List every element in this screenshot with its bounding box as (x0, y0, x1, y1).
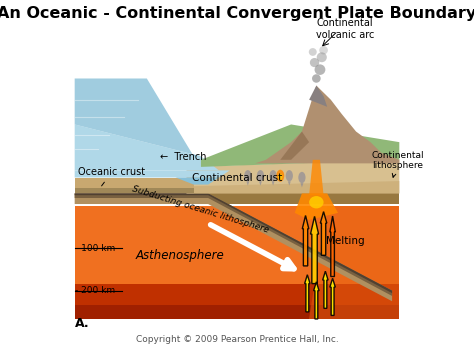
Ellipse shape (257, 170, 264, 181)
Ellipse shape (278, 174, 283, 180)
Polygon shape (288, 181, 291, 186)
Text: ←  Trench: ← Trench (160, 152, 206, 162)
Polygon shape (75, 193, 392, 296)
FancyArrow shape (302, 215, 309, 266)
Text: Copyright © 2009 Pearson Prentice Hall, Inc.: Copyright © 2009 Pearson Prentice Hall, … (136, 335, 338, 344)
Polygon shape (272, 181, 274, 186)
Polygon shape (309, 160, 324, 195)
Polygon shape (75, 284, 399, 319)
Polygon shape (75, 178, 194, 193)
Text: - 200 km: - 200 km (75, 286, 116, 295)
Polygon shape (255, 86, 399, 163)
Text: Oceanic crust: Oceanic crust (78, 167, 146, 186)
Ellipse shape (276, 170, 284, 182)
Circle shape (310, 58, 319, 67)
Circle shape (309, 48, 317, 56)
Circle shape (317, 52, 327, 62)
FancyArrow shape (320, 212, 327, 255)
Polygon shape (194, 193, 399, 204)
Polygon shape (186, 160, 399, 193)
Text: Subducting oceanic lithosphere: Subducting oceanic lithosphere (131, 184, 270, 234)
FancyArrow shape (323, 271, 328, 308)
Polygon shape (75, 78, 201, 156)
Polygon shape (309, 206, 399, 319)
Polygon shape (176, 170, 230, 185)
Polygon shape (259, 181, 262, 186)
Polygon shape (280, 132, 309, 160)
Polygon shape (75, 125, 219, 170)
Circle shape (312, 74, 321, 83)
Text: Continental crust: Continental crust (192, 173, 282, 182)
Polygon shape (301, 183, 303, 187)
Text: Asthenosphere: Asthenosphere (136, 249, 225, 262)
Text: Continental
volcanic arc: Continental volcanic arc (316, 18, 374, 40)
Polygon shape (186, 181, 399, 193)
Ellipse shape (298, 172, 306, 183)
Polygon shape (75, 193, 392, 301)
FancyArrow shape (310, 217, 319, 284)
Circle shape (319, 46, 328, 54)
Text: - 100 km: - 100 km (75, 244, 116, 253)
Text: A.: A. (75, 317, 89, 329)
Polygon shape (201, 125, 399, 167)
Polygon shape (295, 193, 338, 220)
Polygon shape (75, 170, 230, 178)
Ellipse shape (309, 196, 324, 208)
FancyArrow shape (330, 278, 335, 315)
Polygon shape (75, 193, 392, 293)
Polygon shape (75, 305, 399, 319)
Polygon shape (75, 206, 399, 319)
Text: Continental
lithosphere: Continental lithosphere (371, 151, 424, 177)
Polygon shape (309, 86, 327, 107)
FancyArrow shape (314, 282, 319, 319)
FancyArrow shape (305, 275, 310, 312)
Circle shape (315, 64, 325, 75)
Text: Melting: Melting (326, 236, 365, 246)
Polygon shape (246, 181, 249, 186)
Ellipse shape (286, 170, 293, 181)
Ellipse shape (244, 170, 251, 181)
Text: An Oceanic - Continental Convergent Plate Boundary: An Oceanic - Continental Convergent Plat… (0, 6, 474, 21)
Ellipse shape (269, 170, 277, 181)
Polygon shape (75, 188, 194, 193)
FancyArrow shape (330, 216, 335, 277)
